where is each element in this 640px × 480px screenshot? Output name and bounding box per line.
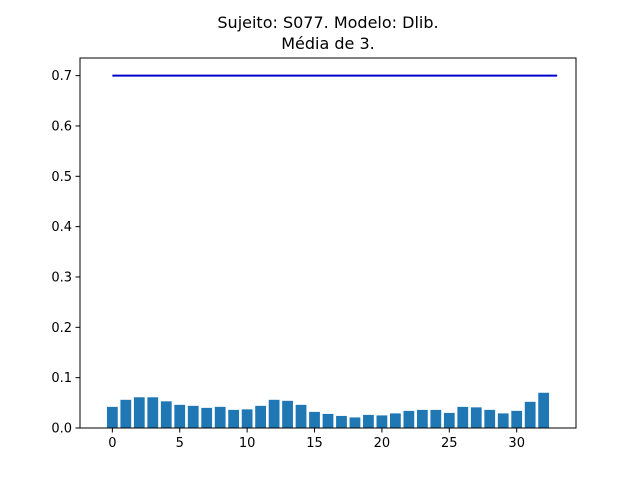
bar-28	[484, 409, 496, 428]
y-tick-label-0: 0.0	[51, 422, 72, 437]
x-tick-label-0: 0	[108, 436, 116, 451]
bar-6	[187, 405, 199, 428]
y-tick-label-7: 0.7	[51, 69, 72, 84]
bar-series	[106, 392, 550, 428]
bar-19	[363, 414, 374, 428]
y-tick-label-3: 0.3	[51, 270, 72, 285]
x-tick-label-20: 20	[374, 436, 391, 451]
bar-8	[214, 406, 226, 428]
bar-20	[376, 415, 388, 428]
bar-27	[470, 407, 482, 428]
bar-7	[201, 407, 213, 428]
y-tick-label-1: 0.1	[51, 371, 72, 386]
y-tick-label-4: 0.4	[51, 220, 72, 235]
bar-26	[457, 406, 469, 428]
bar-12	[268, 399, 280, 428]
y-tick-label-2: 0.2	[51, 321, 72, 336]
bar-14	[295, 404, 307, 428]
bar-3	[147, 397, 159, 428]
bar-30	[511, 410, 523, 428]
y-tick-label-5: 0.5	[51, 170, 72, 185]
bar-32	[538, 392, 550, 428]
y-axis: 0.0 0.1 0.2 0.3 0.4 0.5 0.6 0.7	[51, 69, 80, 437]
bar-31	[524, 401, 536, 428]
x-axis: 0 5 10 15 20 25 30	[108, 428, 525, 451]
bar-5	[174, 404, 186, 428]
x-tick-label-25: 25	[441, 436, 458, 451]
bar-1	[120, 399, 132, 428]
bar-15	[309, 411, 320, 428]
bar-11	[255, 405, 266, 428]
x-tick-label-10: 10	[239, 436, 256, 451]
bar-23	[416, 409, 428, 428]
bar-13	[282, 400, 293, 428]
bar-18	[349, 417, 361, 428]
x-tick-label-5: 5	[176, 436, 184, 451]
bar-4	[160, 401, 172, 428]
bar-2	[133, 397, 145, 428]
bar-9	[228, 409, 240, 428]
bar-21	[390, 413, 401, 428]
chart-title-line-2: Média de 3.	[281, 34, 375, 53]
bar-24	[430, 409, 442, 428]
x-tick-label-15: 15	[306, 436, 323, 451]
chart-title-line-1: Sujeito: S077. Modelo: Dlib.	[217, 13, 438, 32]
x-tick-label-30: 30	[508, 436, 525, 451]
bar-10	[241, 409, 253, 428]
plot-frame	[79, 57, 577, 429]
bar-17	[336, 415, 347, 428]
bar-29	[497, 413, 509, 428]
bar-0	[106, 406, 118, 428]
bar-22	[403, 410, 415, 428]
y-tick-label-6: 0.6	[51, 119, 72, 134]
bar-16	[322, 413, 334, 428]
bar-25	[443, 412, 455, 428]
